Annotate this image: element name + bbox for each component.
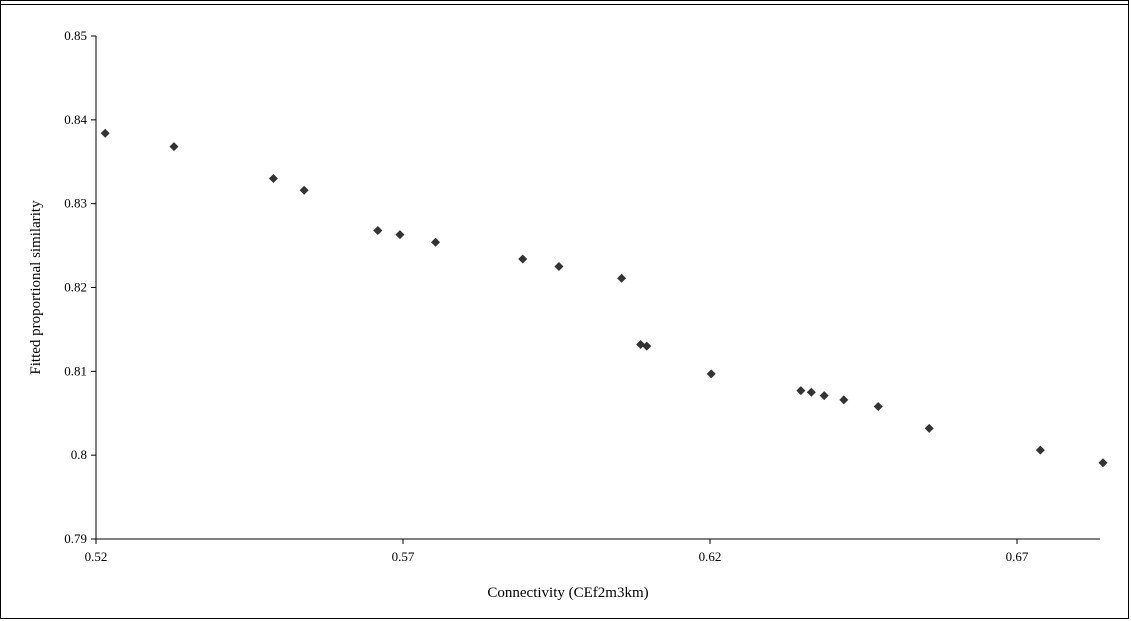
data-point [839, 395, 849, 405]
data-points [100, 128, 1108, 468]
data-point [169, 142, 179, 152]
data-point [268, 174, 278, 184]
x-tick-label: 0.57 [392, 549, 415, 564]
x-tick-label: 0.52 [85, 549, 108, 564]
y-tick-label: 0.84 [64, 112, 87, 127]
y-tick-label: 0.79 [64, 531, 87, 546]
data-point [554, 262, 564, 272]
data-point [924, 423, 934, 433]
x-tick-label: 0.62 [699, 549, 722, 564]
y-axis-title: Fitted proportional similarity [28, 200, 44, 375]
data-point [1098, 458, 1108, 468]
data-point [431, 237, 441, 247]
data-point [617, 273, 627, 283]
data-point [796, 386, 806, 396]
x-axis-title: Connectivity (CEf2m3km) [487, 585, 648, 601]
data-point [518, 254, 528, 264]
ticks: 0.79 0.8 0.81 0.82 0.83 0.84 0.85 0.52 0.57 0.62 0… [64, 28, 1029, 564]
data-point [806, 387, 816, 397]
data-point [1035, 445, 1045, 455]
y-tick-label: 0.83 [64, 196, 87, 211]
data-point [706, 369, 716, 379]
data-point [100, 128, 110, 138]
data-point [373, 225, 383, 235]
frame-top-rule [0, 4, 1129, 5]
axes [95, 36, 1100, 540]
y-tick-label: 0.82 [64, 280, 87, 295]
data-point [873, 402, 883, 412]
x-tick-label: 0.67 [1006, 549, 1029, 564]
data-point [642, 341, 652, 351]
y-tick-label: 0.85 [64, 28, 87, 43]
y-tick-label: 0.81 [64, 363, 87, 378]
data-point [299, 185, 309, 195]
data-point [395, 230, 405, 240]
y-tick-label: 0.8 [71, 447, 87, 462]
data-point [819, 391, 829, 401]
